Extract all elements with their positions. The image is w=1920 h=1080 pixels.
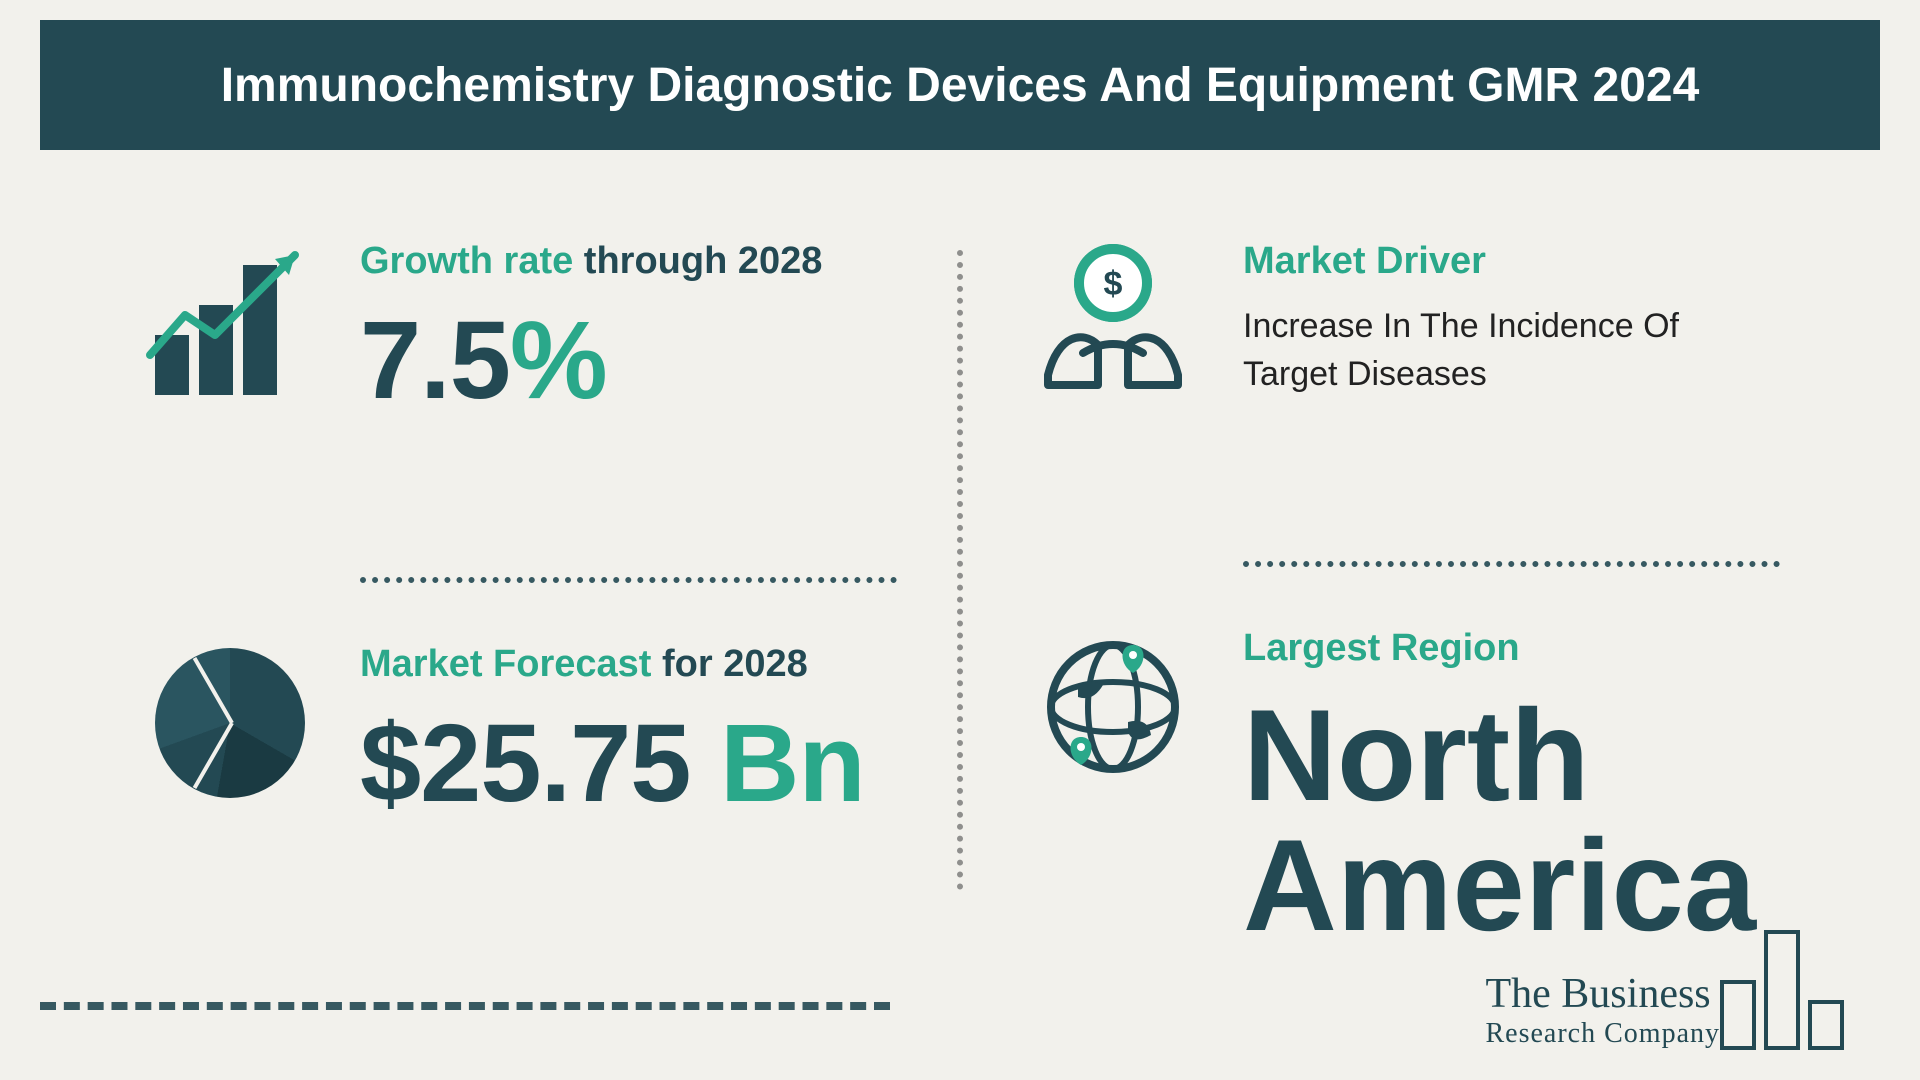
growth-label: Growth rate through 2028	[360, 240, 897, 283]
bottom-dashed-line	[40, 1002, 890, 1010]
growth-value: 7.5%	[360, 303, 897, 419]
forecast-value-number: $25.75	[360, 702, 690, 825]
driver-body: Increase In The Incidence Of Target Dise…	[1243, 303, 1780, 398]
forecast-panel: Market Forecast for 2028 $25.75 Bn	[100, 613, 937, 970]
region-label: Largest Region	[1243, 627, 1780, 670]
content-grid: Growth rate through 2028 7.5% Market For…	[0, 150, 1920, 970]
right-column: $ Market Driver Increase In The Incidenc…	[983, 210, 1820, 970]
region-value-line1: North	[1243, 682, 1590, 828]
forecast-label: Market Forecast for 2028	[360, 643, 897, 686]
forecast-value: $25.75 Bn	[360, 706, 897, 822]
left-column: Growth rate through 2028 7.5% Market For…	[100, 210, 937, 970]
growth-value-number: 7.5	[360, 299, 510, 422]
brand-text: The Business Research Company	[1486, 970, 1721, 1050]
driver-panel: $ Market Driver Increase In The Incidenc…	[983, 210, 1820, 551]
forecast-label-dark: for 2028	[651, 643, 807, 685]
growth-value-unit: %	[510, 299, 607, 422]
globe-pins-icon	[1023, 617, 1203, 797]
pie-chart-icon	[140, 633, 320, 813]
header-bar: Immunochemistry Diagnostic Devices And E…	[40, 20, 1880, 150]
forecast-label-teal: Market Forecast	[360, 643, 651, 685]
growth-panel: Growth rate through 2028 7.5%	[100, 210, 937, 567]
left-divider	[360, 577, 897, 583]
trend-arrow-icon	[145, 245, 305, 365]
brand-line1: The Business	[1486, 970, 1721, 1018]
hands-dollar-icon: $	[1023, 230, 1203, 410]
growth-label-dark: through 2028	[573, 240, 822, 282]
svg-text:$: $	[1104, 265, 1123, 303]
vertical-divider	[957, 250, 963, 890]
forecast-value-unit: Bn	[690, 702, 864, 825]
growth-chart-icon	[140, 230, 320, 410]
brand-bars-icon	[1720, 900, 1860, 1050]
growth-label-teal: Growth rate	[360, 240, 573, 282]
brand-logo: The Business Research Company	[1460, 890, 1880, 1080]
driver-label: Market Driver	[1243, 240, 1780, 283]
right-divider	[1243, 561, 1780, 567]
page-title: Immunochemistry Diagnostic Devices And E…	[221, 58, 1700, 113]
brand-line2: Research Company	[1486, 1018, 1721, 1050]
